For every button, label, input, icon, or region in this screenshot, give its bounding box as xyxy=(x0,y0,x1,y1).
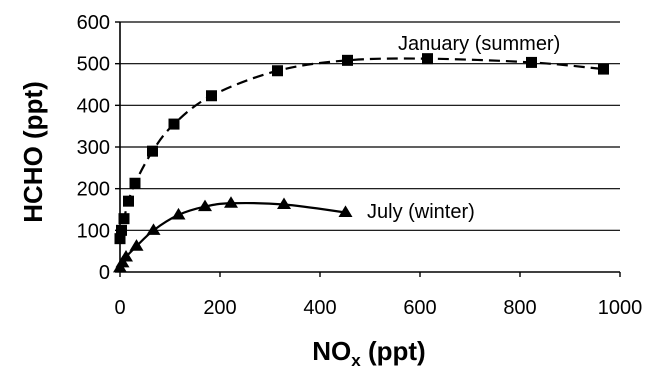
x-tick-label-800: 800 xyxy=(503,297,536,319)
marker-july-5 xyxy=(171,207,186,220)
axes xyxy=(115,21,621,277)
x-tick-label-0: 0 xyxy=(114,297,125,319)
marker-july-1 xyxy=(115,255,130,268)
marker-july-7 xyxy=(224,196,238,208)
y-tick-label-200: 200 xyxy=(77,179,110,201)
marker-january-10 xyxy=(422,53,433,65)
x-axis-title-main: NO xyxy=(312,336,351,366)
fit-curve-january xyxy=(118,57,604,239)
x-tick-label-1000: 1000 xyxy=(598,297,643,319)
gridlines xyxy=(120,21,620,231)
x-tick-label-400: 400 xyxy=(303,297,336,319)
y-tick-label-100: 100 xyxy=(77,220,110,242)
fit-curves xyxy=(118,57,604,269)
marker-january-8 xyxy=(272,65,283,77)
marker-july-4 xyxy=(146,223,161,235)
marker-january-1 xyxy=(116,224,127,236)
x-tick-label-200: 200 xyxy=(203,297,236,319)
marker-july-2 xyxy=(119,250,133,262)
y-tick-label-300: 300 xyxy=(77,137,110,159)
x-axis-title-unit: (ppt) xyxy=(361,336,426,366)
x-axis-title-sub: x xyxy=(351,351,361,369)
tick-labels: 0 100 200 300 400 500 600 0 200 400 600 800 1000 xyxy=(77,12,643,319)
marker-january-5 xyxy=(147,145,158,157)
y-tick-label-500: 500 xyxy=(77,54,110,76)
marker-january-0 xyxy=(114,233,126,245)
x-tick-label-600: 600 xyxy=(403,297,436,319)
data-markers xyxy=(113,53,609,273)
fit-curve-july xyxy=(119,201,346,269)
x-axis-title: NOx (ppt) xyxy=(312,336,425,369)
y-tick-label-600: 600 xyxy=(77,12,110,34)
y-axis-title: HCHO (ppt) xyxy=(18,81,48,223)
marker-january-9 xyxy=(342,54,353,66)
series-label-july: July (winter) xyxy=(367,201,475,223)
marker-january-7 xyxy=(206,90,217,102)
marker-january-6 xyxy=(168,118,180,130)
y-tick-label-400: 400 xyxy=(77,95,110,117)
marker-july-9 xyxy=(338,205,353,217)
y-tick-label-0: 0 xyxy=(99,262,110,284)
marker-january-4 xyxy=(129,177,141,189)
marker-january-3 xyxy=(123,195,134,207)
series-label-january: January (summer) xyxy=(398,33,560,55)
marker-july-3 xyxy=(129,239,144,251)
marker-january-12 xyxy=(598,63,609,75)
marker-july-6 xyxy=(198,199,212,212)
marker-january-11 xyxy=(526,56,537,68)
marker-july-8 xyxy=(277,197,291,210)
marker-january-2 xyxy=(118,213,130,225)
